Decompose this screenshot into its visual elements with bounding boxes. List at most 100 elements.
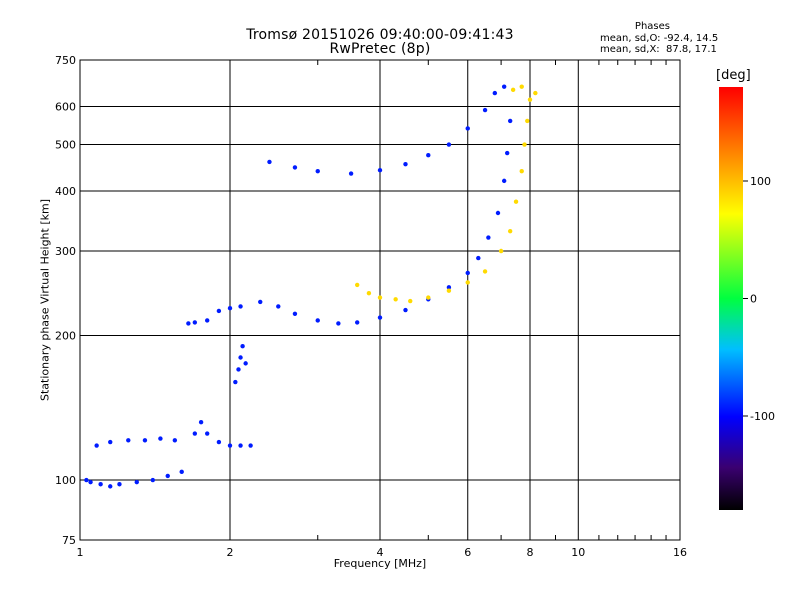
data-point-o	[446, 142, 452, 147]
data-point-o	[165, 473, 170, 479]
x-tick-label: 2	[227, 546, 234, 559]
data-point-o	[204, 318, 210, 323]
data-point-o	[186, 321, 191, 326]
data-point-o	[216, 439, 222, 445]
data-point-o	[348, 171, 354, 176]
data-point-o	[315, 318, 320, 323]
data-point-x	[525, 118, 530, 124]
data-point-o	[354, 320, 360, 325]
data-point-o	[98, 482, 103, 487]
data-point-o	[240, 344, 245, 349]
y-tick-label: 200	[55, 330, 76, 343]
data-point-o	[192, 431, 198, 436]
data-point-o	[84, 477, 89, 483]
data-point-o	[126, 438, 131, 443]
data-point-x	[393, 297, 398, 302]
data-point-o	[172, 438, 178, 443]
x-axis-label: Frequency [MHz]	[333, 557, 427, 570]
plot-frame	[79, 59, 681, 541]
data-point-o	[233, 379, 238, 385]
data-point-x	[366, 291, 372, 296]
data-point-o	[446, 285, 452, 290]
data-point-x	[519, 168, 524, 174]
data-point-x	[408, 298, 413, 304]
data-point-x	[507, 228, 513, 234]
data-point-o	[108, 484, 113, 489]
data-point-o	[492, 90, 498, 96]
colorbar-tick-label: -100	[750, 410, 775, 423]
data-point-x	[519, 84, 524, 89]
axis-ticks: 1 2 4 6 8 10 16 75 100 200 300 400 500 600 750	[55, 54, 687, 559]
data-point-o	[158, 436, 163, 441]
data-point-o	[238, 355, 243, 360]
data-point-o	[243, 361, 248, 366]
data-point-x	[482, 269, 488, 274]
data-point-o	[134, 479, 139, 485]
data-point-o	[501, 84, 507, 89]
data-point-x	[533, 90, 538, 96]
colorbar-tick-label: 0	[750, 293, 757, 306]
phase-legend-heading: Phases	[634, 21, 670, 32]
y-tick-label: 300	[55, 245, 76, 258]
data-point-o	[88, 479, 93, 485]
data-point-o	[507, 118, 513, 124]
data-point-o	[315, 168, 320, 174]
data-point-o	[403, 307, 408, 313]
data-point-o	[117, 482, 122, 487]
data-point-o	[403, 161, 408, 167]
data-point-o	[238, 443, 243, 448]
grid-lines	[80, 60, 680, 540]
data-point-x	[354, 282, 360, 288]
data-point-o	[504, 150, 510, 156]
data-point-o	[248, 443, 253, 448]
data-point-o	[476, 255, 481, 261]
data-point-x	[513, 199, 519, 204]
data-point-o	[258, 299, 263, 305]
data-point-o	[292, 311, 298, 316]
x-tick-label: 8	[527, 546, 534, 559]
data-point-o	[227, 306, 233, 311]
data-point-o	[501, 178, 507, 184]
data-point-o	[150, 477, 156, 483]
data-point-x	[498, 248, 504, 254]
data-points	[84, 84, 538, 489]
data-point-x	[446, 288, 452, 293]
data-point-o	[108, 439, 113, 445]
data-point-x	[465, 280, 470, 285]
chart-title: Tromsø 20151026 09:40:00-09:41:43	[246, 27, 514, 43]
y-tick-label: 400	[55, 185, 76, 198]
data-point-o	[486, 235, 491, 240]
data-point-o	[482, 107, 488, 113]
data-point-o	[204, 431, 210, 436]
data-point-o	[465, 270, 470, 276]
phase-legend-o: mean, sd,O: -92.4, 14.5	[600, 33, 719, 44]
x-tick-label: 16	[673, 546, 687, 559]
data-point-x	[510, 87, 516, 93]
data-point-o	[192, 320, 198, 325]
phase-legend-x: mean, sd,X: 87.8, 17.1	[600, 44, 717, 55]
data-point-o	[236, 367, 241, 372]
y-tick-label: 600	[55, 101, 76, 114]
y-tick-label: 75	[62, 534, 76, 547]
colorbar-tick-label: 100	[750, 175, 771, 188]
x-tick-label: 1	[77, 546, 84, 559]
data-point-o	[94, 443, 99, 448]
x-tick-label: 4	[377, 546, 384, 559]
data-point-x	[527, 97, 533, 102]
x-tick-label: 6	[464, 546, 471, 559]
data-point-o	[276, 304, 281, 309]
data-point-o	[142, 438, 148, 443]
data-point-o	[292, 165, 298, 170]
data-point-o	[495, 210, 501, 216]
data-point-o	[198, 419, 204, 425]
colorbar-label: [deg]	[716, 68, 751, 83]
data-point-o	[426, 153, 431, 158]
colorbar	[719, 87, 743, 510]
data-point-o	[227, 443, 233, 448]
y-tick-label: 750	[55, 54, 76, 67]
data-point-o	[267, 159, 272, 165]
data-point-o	[377, 315, 383, 320]
data-point-x	[522, 142, 527, 147]
y-tick-label: 500	[55, 139, 76, 152]
